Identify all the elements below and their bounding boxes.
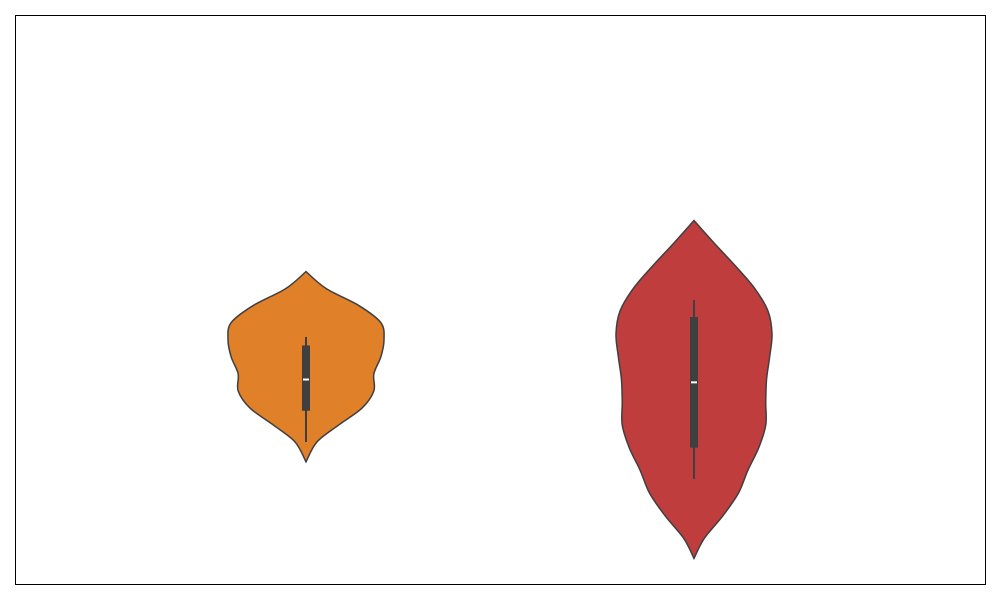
violins-group: [227, 219, 773, 561]
plot-frame: [15, 15, 986, 585]
violin-iqr-box-1: [302, 345, 310, 411]
